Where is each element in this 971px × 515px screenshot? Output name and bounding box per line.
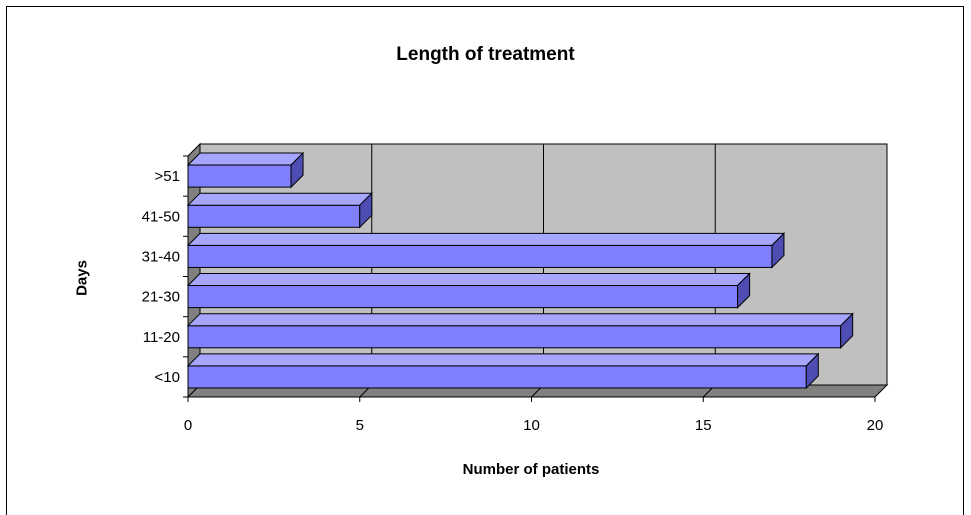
bar-top-4 [188, 193, 372, 205]
bar-top-5 [188, 153, 303, 165]
bar-5 [188, 165, 291, 187]
x-tick-label: 20 [867, 417, 884, 434]
x-tick-label: 0 [184, 417, 192, 434]
bar-2 [188, 286, 738, 308]
bar-3 [188, 245, 772, 267]
bar-1 [188, 326, 841, 348]
bar-top-2 [188, 274, 750, 286]
y-tick-label: 11-20 [143, 329, 180, 346]
x-tick-label: 10 [523, 417, 540, 434]
y-tick-label: 41-50 [142, 208, 180, 225]
bar-0 [188, 366, 806, 388]
y-tick-label: <10 [155, 369, 180, 386]
y-tick-label: 31-40 [142, 248, 180, 265]
x-tick-label: 15 [695, 417, 712, 434]
bar-top-1 [188, 314, 853, 326]
bar-top-0 [188, 354, 818, 366]
x-tick-label: 5 [356, 417, 364, 434]
bar-4 [188, 205, 360, 227]
y-tick-label: >51 [155, 168, 180, 185]
bar-top-3 [188, 233, 784, 245]
y-tick-label: 21-30 [142, 289, 180, 306]
